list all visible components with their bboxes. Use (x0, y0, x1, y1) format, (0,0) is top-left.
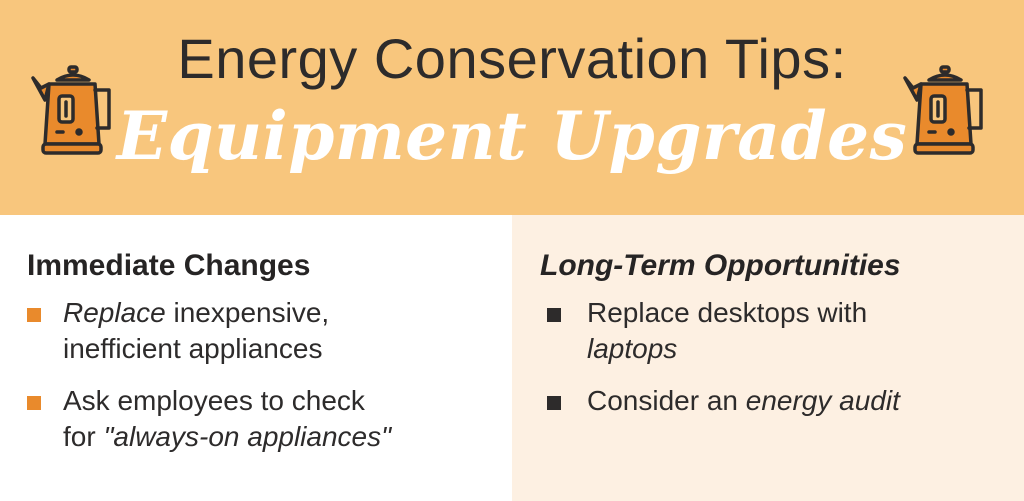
list-item: Replace desktops with laptops (545, 295, 900, 367)
list-item: Consider an energy audit (545, 383, 900, 419)
page-subtitle: Equipment Upgrades (116, 97, 908, 175)
bullet-square-icon (547, 308, 561, 322)
list-item: Ask employees to check for "always-on ap… (27, 383, 391, 455)
kettle-icon (31, 65, 111, 155)
kettle-icon (903, 65, 983, 155)
long-term-opportunities-panel: Long-Term Opportunities Replace desktops… (512, 215, 1024, 501)
item-text: Replace desktops with (587, 297, 868, 328)
bullet-square-icon (547, 396, 561, 410)
page-title: Energy Conservation Tips: (177, 27, 847, 90)
emphasis-text: "always-on appliances" (103, 421, 392, 452)
emphasis-text: Replace (63, 297, 166, 328)
item-text: inefficient appliances (63, 333, 323, 364)
long-term-opportunities-heading: Long-Term Opportunities (540, 249, 901, 282)
emphasis-text: laptops (587, 333, 678, 364)
long-term-opportunities-list: Replace desktops with laptops Consider a… (545, 295, 900, 435)
item-text: for (63, 421, 104, 452)
item-text: Consider an (587, 385, 746, 416)
header-banner: Energy Conservation Tips: Equipment Upgr… (0, 0, 1024, 215)
immediate-changes-list: Replace inexpensive, inefficient applian… (27, 295, 391, 471)
item-text: inexpensive, (165, 297, 330, 328)
bullet-square-icon (27, 396, 41, 410)
bullet-square-icon (27, 308, 41, 322)
item-text: Ask employees to check (63, 385, 365, 416)
list-item: Replace inexpensive, inefficient applian… (27, 295, 391, 367)
emphasis-text: energy audit (745, 385, 900, 416)
immediate-changes-panel: Immediate Changes Replace inexpensive, i… (0, 215, 512, 501)
immediate-changes-heading: Immediate Changes (27, 249, 311, 282)
